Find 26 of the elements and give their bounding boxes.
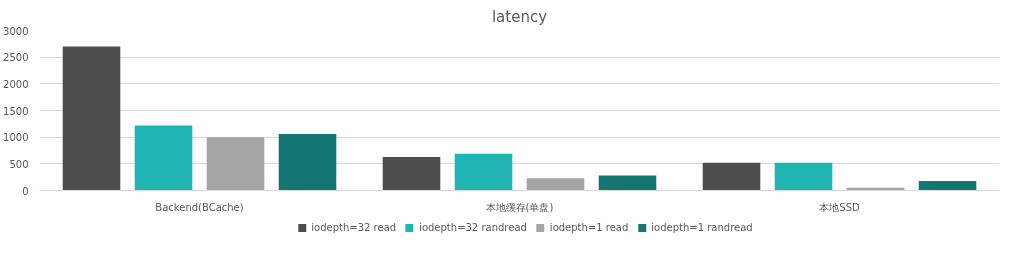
legend-label: iodepth=1 read [549,221,629,233]
y-tick-label: 2500 [3,52,29,64]
bar [134,125,193,191]
x-tick-label: 本地SSD [819,201,860,213]
bar [774,162,833,191]
chart-title: latency [491,7,548,26]
bar [206,137,265,191]
bar [918,180,977,191]
legend-label: iodepth=32 read [311,221,397,233]
bar [62,46,121,191]
y-tick-label: 2000 [3,78,29,90]
x-tick-label: 本地缓存(单盘) [485,201,554,213]
bar [702,162,761,191]
bar [598,175,657,191]
bar [278,133,337,191]
bar [382,156,441,191]
y-tick-label: 500 [9,158,29,170]
y-tick-label: 0 [22,185,29,197]
bar [526,178,585,191]
legend-label: iodepth=1 randread [651,221,753,233]
x-tick-label: Backend(BCache) [155,201,244,213]
y-tick-label: 1500 [3,105,29,117]
legend-label: iodepth=32 randread [419,221,527,233]
bar [454,153,513,191]
y-tick-label: 1000 [3,132,29,144]
y-tick-label: 3000 [3,25,29,37]
